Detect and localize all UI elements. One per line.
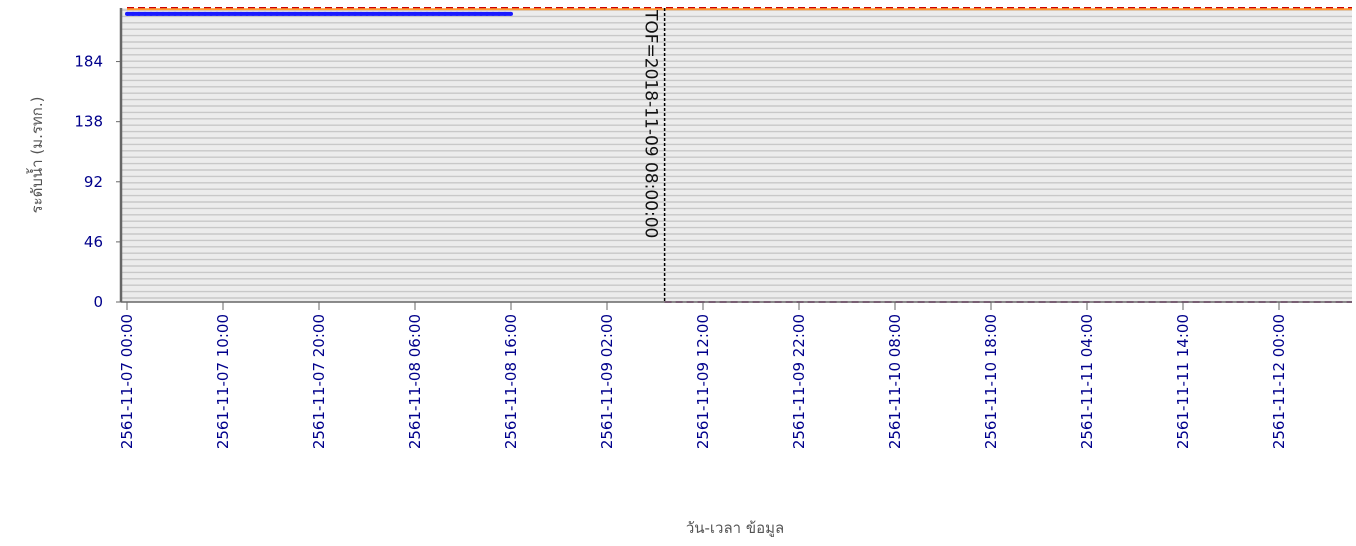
series-point <box>275 11 279 16</box>
series-point <box>455 11 459 16</box>
x-tick-label: 2561-11-10 08:00 <box>886 314 904 449</box>
series-point <box>449 11 453 16</box>
series-point <box>431 11 435 16</box>
series-point <box>461 11 465 16</box>
series-point <box>245 11 249 16</box>
series-point <box>473 11 477 16</box>
series-point <box>503 11 507 16</box>
series-point <box>395 11 399 16</box>
series-point <box>251 11 255 16</box>
series-point <box>353 11 357 16</box>
series-point <box>491 11 495 16</box>
axes <box>119 8 1352 303</box>
x-tick-label: 2561-11-11 14:00 <box>1174 314 1192 449</box>
y-tick-label: 184 <box>74 53 103 71</box>
x-tick-labels: 2561-11-07 00:00 2561-11-07 10:00 2561-11-… <box>118 302 1288 449</box>
series-point <box>299 11 303 16</box>
series-point <box>335 11 339 16</box>
series-point <box>347 11 351 16</box>
series-point <box>377 11 381 16</box>
series-point <box>155 11 159 16</box>
y-tick-label: 92 <box>84 173 103 191</box>
x-tick-label: 2561-11-08 16:00 <box>502 314 520 449</box>
series-point <box>293 11 297 16</box>
series-point <box>161 11 165 16</box>
series-point <box>305 11 309 16</box>
series-point <box>509 11 513 16</box>
series-point <box>329 11 333 16</box>
x-tick-label: 2561-11-07 20:00 <box>310 314 328 449</box>
series-point <box>263 11 267 16</box>
series-point <box>419 11 423 16</box>
series-point <box>131 11 135 16</box>
series-point <box>227 11 231 16</box>
series-point <box>485 11 489 16</box>
series-point <box>479 11 483 16</box>
series-point <box>191 11 195 16</box>
series-point <box>341 11 345 16</box>
series-point <box>413 11 417 16</box>
x-tick-label: 2561-11-09 12:00 <box>694 314 712 449</box>
series-point <box>125 11 129 16</box>
series-point <box>383 11 387 16</box>
series-point <box>185 11 189 16</box>
series-point <box>467 11 471 16</box>
x-tick-label: 2561-11-10 18:00 <box>982 314 1000 449</box>
series-point <box>167 11 171 16</box>
series-point <box>371 11 375 16</box>
series-point <box>215 11 219 16</box>
series-point <box>149 11 153 16</box>
x-tick-label: 2561-11-09 02:00 <box>598 314 616 449</box>
series-point <box>137 11 141 16</box>
series-point <box>173 11 177 16</box>
marker-layer: TOF=2018-11-09 08:00:00 <box>641 8 666 302</box>
y-tick-label: 0 <box>93 293 103 311</box>
x-tick-label: 2561-11-09 22:00 <box>790 314 808 449</box>
series-point <box>239 11 243 16</box>
series-point <box>257 11 261 16</box>
series-point <box>179 11 183 16</box>
series-point <box>401 11 405 16</box>
y-tick-label: 46 <box>84 233 103 251</box>
x-tick-label: 2561-11-08 06:00 <box>406 314 424 449</box>
series-point <box>407 11 411 16</box>
series-point <box>287 11 291 16</box>
series-point <box>359 11 363 16</box>
y-axis-title: ระดับน้ำ (ม.รทก.) <box>26 97 46 214</box>
series-point <box>311 11 315 16</box>
x-tick-label: 2561-11-11 04:00 <box>1078 314 1096 449</box>
y-tick-label: 138 <box>74 113 103 131</box>
series-point <box>365 11 369 16</box>
series-point <box>437 11 441 16</box>
series-point <box>143 11 147 16</box>
series-point <box>209 11 213 16</box>
plot-area <box>121 8 1352 302</box>
series-point <box>269 11 273 16</box>
series-point <box>233 11 237 16</box>
x-axis-title: วัน-เวลา ข้อมูล <box>686 519 784 537</box>
x-tick-label: 2561-11-12 00:00 <box>1270 314 1288 449</box>
x-tick-label: 2561-11-07 10:00 <box>214 314 232 449</box>
series-point <box>197 11 201 16</box>
series-point <box>221 11 225 16</box>
series-point <box>389 11 393 16</box>
series-point <box>317 11 321 16</box>
series-point <box>443 11 447 16</box>
series-point <box>203 11 207 16</box>
grid-lines <box>121 8 1352 302</box>
y-tick-labels: 0 46 92 138 184 <box>74 53 121 311</box>
series-point <box>497 11 501 16</box>
x-tick-label: 2561-11-07 00:00 <box>118 314 136 449</box>
series-point <box>323 11 327 16</box>
series-point <box>281 11 285 16</box>
tof-marker-label: TOF=2018-11-09 08:00:00 <box>641 9 661 238</box>
series-point <box>425 11 429 16</box>
